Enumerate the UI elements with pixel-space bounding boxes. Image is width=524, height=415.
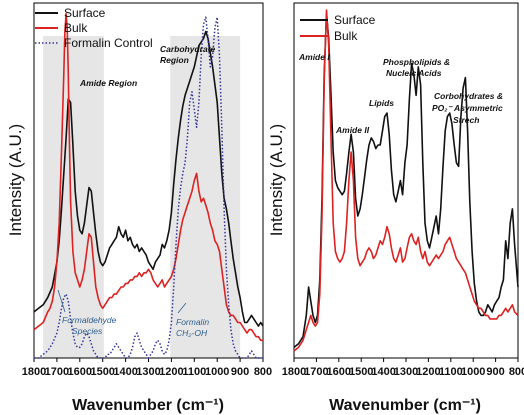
annotation-formaldehyde-line2: Species <box>72 326 103 336</box>
x-tick-label: 1700 <box>45 366 69 378</box>
x-tick-label: 1100 <box>439 366 463 378</box>
series-right <box>293 9 519 352</box>
annotation-formalin-line2: CH₂-OH <box>176 328 208 338</box>
x-tick-label: 1800 <box>282 366 306 378</box>
series-line-formalin-control <box>34 16 263 359</box>
pointer-formaldehyde <box>57 289 66 313</box>
x-tick-label: 1000 <box>205 366 229 378</box>
x-tick-label: 1300 <box>394 366 418 378</box>
x-tick-label: 800 <box>254 366 272 378</box>
x-tick-label: 1500 <box>90 366 114 378</box>
legend-label-bulk-right: Bulk <box>334 29 358 43</box>
x-tick-label: 1600 <box>327 366 351 378</box>
x-tick-label: 1200 <box>416 366 440 378</box>
annotation-amide-ii: Amide II <box>335 125 370 135</box>
legend-label-surface-right: Surface <box>334 13 376 27</box>
annotation-formaldehyde-line1: Formaldehyde <box>62 315 117 325</box>
x-tick-label: 1200 <box>159 366 183 378</box>
annotation-carbohydrates-line2: PO₂⁻ Asymmetric <box>432 103 503 113</box>
x-tick-label: 1400 <box>371 366 395 378</box>
series-line-surface <box>33 30 264 327</box>
annotation-carbohydrates-line3: Strech <box>453 115 479 125</box>
x-tick-label: 800 <box>509 366 524 378</box>
annotation-amide-region: Amide Region <box>79 78 137 88</box>
series-left <box>33 12 264 359</box>
chart-right: Intensity (A.U.) Wavenumber (cm⁻¹) 18001… <box>267 2 524 414</box>
legend-label-bulk-left: Bulk <box>64 21 88 35</box>
annotation-phospholipids-line1: Phospholipids & <box>383 57 450 67</box>
series-line-surface <box>293 12 519 349</box>
x-tick-label: 1100 <box>182 366 206 378</box>
shaded-regions <box>43 36 241 358</box>
chart-left: Intensity (A.U.) Wavenumber (cm⁻¹) 18001… <box>6 2 272 414</box>
x-axis-label-right: Wavenumber (cm⁻¹) <box>329 397 481 414</box>
x-tick-label: 900 <box>231 366 249 378</box>
series-line-bulk <box>293 9 519 352</box>
annotation-carbohydrate-region-line2: Region <box>160 55 189 65</box>
legend-label-formalin-left: Formalin Control <box>64 36 153 50</box>
legend-label-surface-left: Surface <box>64 6 106 20</box>
annotations-left: Amide Region Carbohydrate Region Formald… <box>57 44 216 338</box>
legend-right: Surface Bulk <box>300 13 376 43</box>
y-axis-label-left: Intensity (A.U.) <box>6 124 25 236</box>
x-axis-label-left: Wavenumber (cm⁻¹) <box>72 397 224 414</box>
legend-left: Surface Bulk Formalin Control <box>35 6 153 50</box>
x-tick-label: 1400 <box>113 366 137 378</box>
annotations-right: Amide I Amide II Lipids Phospholipids & … <box>298 52 503 135</box>
x-tick-label: 1700 <box>304 366 328 378</box>
y-axis-label-right: Intensity (A.U.) <box>267 124 286 236</box>
x-tick-label: 1000 <box>461 366 485 378</box>
x-tick-label: 900 <box>486 366 504 378</box>
pointer-formalin <box>177 302 187 314</box>
annotation-formalin-line1: Formalin <box>176 317 209 327</box>
series-line-bulk <box>33 12 263 342</box>
annotation-lipids: Lipids <box>369 98 394 108</box>
annotation-amide-i: Amide I <box>298 52 330 62</box>
x-tick-label: 1500 <box>349 366 373 378</box>
x-tick-label: 1600 <box>68 366 92 378</box>
x-tick-label: 1300 <box>136 366 160 378</box>
annotation-carbohydrate-region-line1: Carbohydrate <box>160 44 216 54</box>
x-tick-label: 1800 <box>22 366 46 378</box>
annotation-phospholipids-line2: Nucleic Acids <box>386 68 442 78</box>
shaded-region-0 <box>43 36 104 358</box>
annotation-carbohydrates-line1: Corbohydrates & <box>434 91 503 101</box>
shaded-region-1 <box>170 36 241 358</box>
